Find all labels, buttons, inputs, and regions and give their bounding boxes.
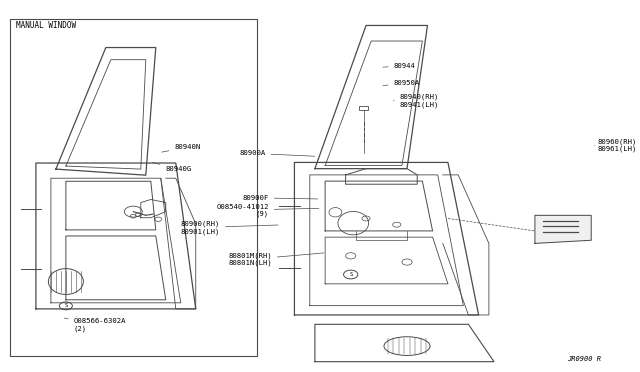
- Text: JR0900 R: JR0900 R: [566, 356, 601, 362]
- Text: 80940N: 80940N: [162, 144, 200, 152]
- Text: Ó08540-41012
(9): Ó08540-41012 (9): [216, 203, 319, 217]
- Text: 80900(RH)
80901(LH): 80900(RH) 80901(LH): [180, 221, 278, 234]
- Text: 80801M(RH)
80801N(LH): 80801M(RH) 80801N(LH): [228, 252, 324, 266]
- Text: S: S: [349, 272, 352, 277]
- Text: 80960(RH)
80961(LH): 80960(RH) 80961(LH): [595, 138, 637, 152]
- Text: 80900F: 80900F: [243, 195, 317, 201]
- Text: 80900A: 80900A: [239, 150, 315, 156]
- Text: S: S: [64, 303, 67, 308]
- Text: 80950A: 80950A: [383, 80, 420, 86]
- Bar: [10, 19, 257, 356]
- Text: 80940(RH)
80941(LH): 80940(RH) 80941(LH): [394, 94, 439, 108]
- Text: 80940G: 80940G: [153, 163, 191, 171]
- Polygon shape: [535, 215, 591, 243]
- Text: 80944: 80944: [383, 62, 415, 68]
- Text: Ó08566-6302A
(2): Ó08566-6302A (2): [65, 318, 126, 332]
- Text: MANUAL WINDOW: MANUAL WINDOW: [16, 22, 76, 31]
